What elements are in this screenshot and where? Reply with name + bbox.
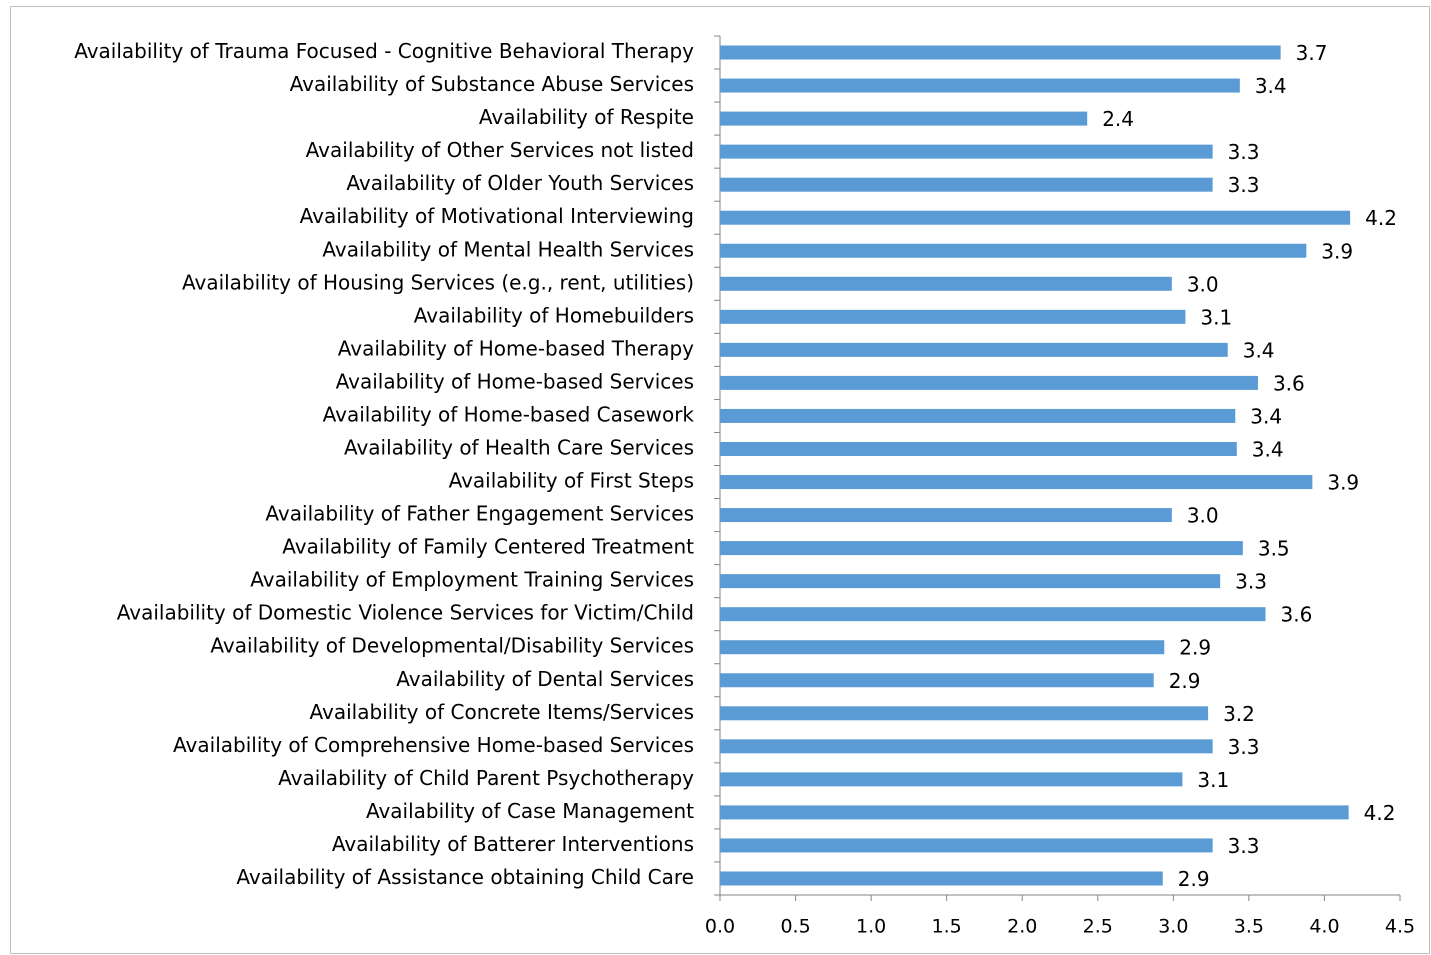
- category-label: Availability of Home-based Casework: [323, 402, 695, 426]
- value-label: 2.4: [1102, 107, 1134, 131]
- bar: [720, 475, 1313, 490]
- bar: [720, 45, 1281, 60]
- bar: [720, 640, 1165, 655]
- category-label: Availability of Motivational Interviewin…: [300, 204, 694, 228]
- x-tick-label: 4.5: [1385, 916, 1415, 938]
- value-label: 3.3: [1228, 834, 1260, 858]
- bar: [720, 706, 1209, 721]
- bar: [720, 276, 1172, 291]
- bar: [720, 111, 1088, 126]
- category-label: Availability of Substance Abuse Services: [290, 72, 694, 96]
- value-label: 3.3: [1228, 735, 1260, 759]
- value-label: 3.3: [1228, 140, 1260, 164]
- category-label: Availability of Domestic Violence Servic…: [117, 601, 694, 625]
- bar: [720, 508, 1172, 523]
- bar: [720, 210, 1351, 225]
- value-label: 2.9: [1179, 636, 1211, 660]
- category-label: Availability of Respite: [479, 105, 694, 129]
- value-label: 2.9: [1178, 867, 1210, 891]
- category-label: Availability of Comprehensive Home-based…: [173, 733, 694, 757]
- value-label: 4.2: [1365, 206, 1397, 230]
- value-label: 3.4: [1255, 74, 1287, 98]
- bar: [720, 607, 1266, 622]
- bar: [720, 441, 1237, 456]
- value-label: 4.2: [1364, 801, 1396, 825]
- value-label: 3.1: [1200, 305, 1232, 329]
- category-label: Availability of Batterer Interventions: [332, 832, 694, 856]
- category-label: Availability of Case Management: [366, 799, 694, 823]
- value-label: 3.6: [1273, 371, 1305, 395]
- category-label: Availability of Mental Health Services: [322, 237, 694, 261]
- x-tick-label: 3.0: [1158, 916, 1188, 938]
- category-label: Availability of Homebuilders: [414, 303, 694, 327]
- category-label: Availability of Employment Training Serv…: [250, 568, 694, 592]
- bar: [720, 541, 1243, 556]
- value-label: 3.1: [1197, 768, 1229, 792]
- bar: [720, 78, 1240, 93]
- bar: [720, 243, 1307, 258]
- x-tick-label: 2.5: [1083, 916, 1113, 938]
- x-tick-label: 1.5: [932, 916, 962, 938]
- category-label: Availability of Child Parent Psychothera…: [278, 766, 694, 790]
- value-label: 3.2: [1223, 702, 1255, 726]
- bar: [720, 408, 1236, 423]
- category-label: Availability of Health Care Services: [344, 435, 694, 459]
- bar: [720, 375, 1258, 390]
- bar: [720, 177, 1213, 192]
- value-label: 2.9: [1169, 669, 1201, 693]
- bar: [720, 871, 1163, 886]
- bar: [720, 805, 1349, 820]
- value-label: 3.4: [1252, 437, 1284, 461]
- x-tick-label: 2.0: [1007, 916, 1037, 938]
- bar: [720, 574, 1221, 589]
- bar: [720, 739, 1213, 754]
- category-label: Availability of Other Services not liste…: [306, 138, 694, 162]
- value-label: 3.6: [1281, 603, 1313, 627]
- category-label: Availability of Father Engagement Servic…: [265, 502, 694, 526]
- bar: [720, 838, 1213, 853]
- bar: [720, 144, 1213, 159]
- category-label: Availability of Developmental/Disability…: [210, 634, 694, 658]
- category-label: Availability of Housing Services (e.g., …: [182, 270, 694, 294]
- value-label: 3.4: [1250, 404, 1282, 428]
- category-label: Availability of Home-based Services: [336, 369, 694, 393]
- x-tick-label: 0.5: [780, 916, 810, 938]
- value-label: 3.4: [1243, 338, 1275, 362]
- value-label: 3.5: [1258, 537, 1290, 561]
- value-label: 3.9: [1327, 471, 1359, 495]
- x-tick-label: 1.0: [856, 916, 886, 938]
- value-label: 3.3: [1228, 173, 1260, 197]
- category-label: Availability of Home-based Therapy: [338, 336, 694, 360]
- x-tick-label: 3.5: [1234, 916, 1264, 938]
- category-label: Availability of Family Centered Treatmen…: [282, 535, 694, 559]
- category-label: Availability of Dental Services: [396, 667, 694, 691]
- category-label: Availability of First Steps: [449, 469, 694, 493]
- x-tick-label: 4.0: [1309, 916, 1339, 938]
- value-label: 3.7: [1296, 41, 1328, 65]
- category-label: Availability of Trauma Focused - Cogniti…: [74, 39, 694, 63]
- category-label: Availability of Older Youth Services: [346, 171, 694, 195]
- bar: [720, 673, 1154, 688]
- value-label: 3.0: [1187, 272, 1219, 296]
- category-label: Availability of Assistance obtaining Chi…: [236, 865, 694, 889]
- x-tick-label: 0.0: [705, 916, 735, 938]
- value-label: 3.0: [1187, 504, 1219, 528]
- bar: [720, 772, 1183, 787]
- value-label: 3.3: [1235, 570, 1267, 594]
- category-label: Availability of Concrete Items/Services: [310, 700, 695, 724]
- bar: [720, 342, 1228, 357]
- value-label: 3.9: [1321, 239, 1353, 263]
- bar: [720, 309, 1186, 324]
